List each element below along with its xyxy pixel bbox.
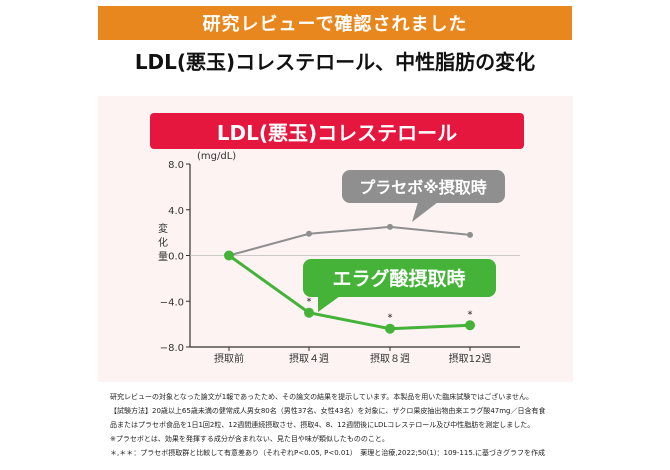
significance-mark: * [468, 309, 473, 320]
placebo-data-point [387, 223, 393, 230]
x-tick-label: 摂取前 [214, 352, 244, 365]
placebo-data-point [467, 231, 473, 238]
page-headline: LDL(悪玉)コレステロール、中性脂肪の変化 [134, 49, 536, 74]
placebo-data-point [306, 230, 312, 237]
ellagic-legend-box [303, 259, 496, 297]
y-tick-label: −4.0 [160, 297, 184, 308]
chart-series: * * * [224, 223, 475, 334]
x-tick-label: 摂取４週 [289, 352, 329, 365]
y-axis-label: 変化量 [158, 222, 168, 263]
footnote-line: ＊,＊＊：プラセボ摂取群と比較して有意差あり（それぞれP<0.05, P<0.0… [110, 449, 546, 457]
placebo-legend-pointer [412, 202, 438, 222]
footnote-line: ※プラセボとは、効果を発揮する成分が含まれない、見た目や味が類似したもののこと。 [110, 435, 389, 443]
header-banner: 研究レビューで確認されました [98, 6, 572, 40]
footnote-line: 【試験方法】20歳以上65歳未満の健常成人男女80名（男性37名、女性43名）を… [110, 407, 546, 415]
ellagic-legend-pointer [318, 296, 340, 312]
significance-mark: * [388, 313, 393, 324]
ellagic-data-point [465, 320, 475, 331]
placebo-legend-label: プラセボ※摂取時 [359, 178, 487, 197]
ellagic-series-line [228, 254, 471, 331]
y-tick-labels: 8.0 4.0 0.0 −4.0 −8.0 [160, 160, 190, 354]
footnote-line: 品またはプラセボ食品を1日1回2粒、12週間連続摂取させ、摂取4、8、12週間後… [110, 421, 535, 429]
footnote-line: 研究レビューの対象となった論文が1報であったため、その論文の結果を提示しています… [110, 393, 534, 401]
y-tick-label: 4.0 [168, 206, 184, 217]
x-tick-labels: 摂取前 摂取４週 摂取８週 摂取12週 [214, 347, 491, 365]
ellagic-data-point [224, 250, 234, 261]
y-unit-label: (mg/dL) [197, 151, 236, 162]
significance-mark: * [307, 297, 312, 308]
y-tick-label: −8.0 [160, 343, 184, 354]
x-tick-label: 摂取12週 [449, 352, 492, 365]
x-tick-label: 摂取８週 [370, 352, 410, 365]
chart-title: LDL(悪玉)コレステロール [150, 113, 524, 149]
footnotes: 研究レビューの対象となった論文が1報であったため、その論文の結果を提示しています… [110, 390, 565, 460]
y-tick-label: 0.0 [168, 252, 184, 263]
placebo-legend-box [342, 170, 505, 203]
ellagic-data-point [304, 307, 314, 318]
y-tick-label: 8.0 [168, 160, 184, 171]
ellagic-data-point [385, 323, 395, 334]
placebo-series-line [228, 225, 471, 257]
ellagic-legend-label: エラグ酸摂取時 [332, 267, 465, 290]
